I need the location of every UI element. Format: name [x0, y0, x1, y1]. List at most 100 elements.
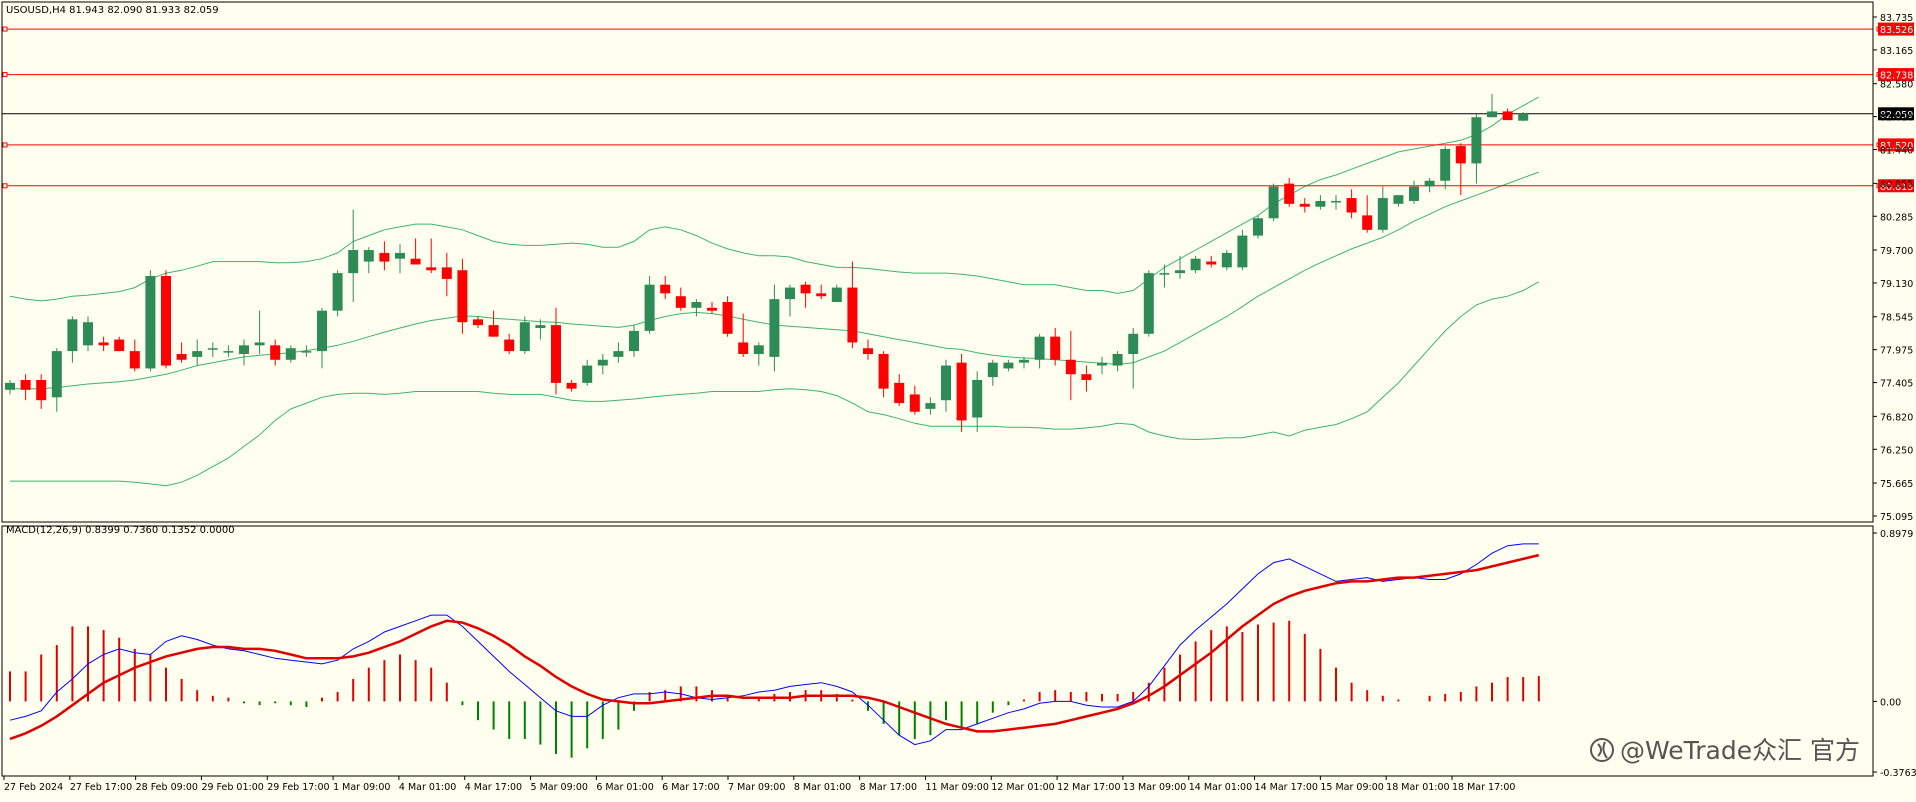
- candle-body: [972, 379, 983, 418]
- candle-body: [785, 287, 795, 300]
- candle: [1175, 255, 1185, 279]
- macd-indicator: [9, 543, 1540, 758]
- candle: [488, 310, 499, 337]
- candle: [972, 371, 983, 432]
- candle: [223, 345, 234, 357]
- candle-body: [1440, 148, 1451, 181]
- candle-body: [176, 353, 187, 360]
- candle: [1019, 356, 1029, 369]
- candle: [1409, 180, 1419, 204]
- price-tick-label: 82.580: [1880, 80, 1913, 91]
- candle-body: [1221, 252, 1232, 268]
- time-tick-label: 18 Mar 01:00: [1386, 782, 1449, 793]
- candle: [51, 348, 62, 412]
- candle-body: [457, 270, 468, 323]
- candle: [629, 325, 639, 357]
- candle: [301, 345, 312, 357]
- candle: [847, 261, 858, 349]
- level-anchor: [2, 26, 8, 32]
- candle-body: [738, 342, 749, 354]
- candle-body: [254, 342, 265, 346]
- candle-body: [270, 345, 281, 360]
- candle-body: [426, 267, 437, 271]
- time-tick-label: 18 Mar 17:00: [1452, 782, 1515, 793]
- macd-tick-label: 0.00: [1880, 697, 1901, 708]
- candle-body: [410, 258, 421, 265]
- time-tick-label: 15 Mar 09:00: [1320, 782, 1383, 793]
- candle: [67, 316, 78, 363]
- price-tick-label: 77.405: [1880, 379, 1913, 390]
- candle: [1284, 177, 1295, 207]
- candle-body: [1050, 336, 1061, 360]
- candle: [1393, 195, 1404, 207]
- candle: [1440, 146, 1451, 190]
- candle: [457, 258, 468, 334]
- level-price-label: 80.813: [1880, 182, 1913, 193]
- candle-body: [1518, 113, 1529, 121]
- main-panel-frame: [1, 1, 1874, 523]
- level-price-label: 83.526: [1880, 25, 1913, 36]
- candle: [1377, 186, 1388, 233]
- candle-body: [395, 252, 405, 259]
- time-tick-label: 7 Mar 09:00: [728, 782, 785, 793]
- level-anchor: [2, 142, 8, 148]
- candle-body: [1346, 198, 1357, 213]
- candle: [878, 351, 889, 398]
- candle: [909, 385, 920, 415]
- candle-body: [207, 348, 218, 350]
- watermark-text: @WeTrade众汇 官方: [1620, 736, 1860, 765]
- candle-body: [909, 394, 920, 412]
- candle: [145, 270, 156, 372]
- candle: [114, 336, 125, 352]
- candle: [613, 342, 624, 363]
- candle: [379, 241, 390, 271]
- bollinger-lower-line: [10, 281, 1540, 487]
- level-price-label: 82.738: [1880, 71, 1913, 82]
- price-tick-label: 82.010: [1880, 113, 1913, 124]
- candle: [863, 339, 873, 360]
- level-price-tag: [1878, 22, 1914, 36]
- time-tick-label: 28 Feb 09:00: [136, 782, 198, 793]
- candle-body: [20, 379, 31, 390]
- candle: [1268, 183, 1279, 222]
- level-price-label: 81.520: [1880, 141, 1913, 152]
- candle-body: [1409, 186, 1419, 201]
- price-tick-label: 79.130: [1880, 279, 1913, 290]
- candle-body: [847, 287, 858, 343]
- candle: [285, 345, 296, 363]
- candle-body: [660, 284, 671, 294]
- candle: [1143, 270, 1154, 337]
- candle-body: [239, 345, 249, 354]
- candle: [987, 359, 998, 386]
- candle: [1471, 114, 1482, 184]
- candle: [1502, 108, 1513, 121]
- candle-body: [707, 307, 717, 311]
- candle-body: [816, 293, 827, 297]
- candle-body: [597, 359, 608, 366]
- candle: [1221, 250, 1232, 271]
- candle: [410, 238, 421, 265]
- candle: [707, 302, 717, 314]
- candle-body: [629, 330, 639, 352]
- candle-body: [941, 365, 951, 401]
- candle-body: [1268, 186, 1279, 219]
- candle-body: [1237, 235, 1248, 268]
- candle-body: [566, 382, 577, 389]
- candle-body: [1019, 359, 1029, 363]
- watermark-logo-icon: [1590, 738, 1614, 762]
- candle-body: [1331, 200, 1341, 203]
- candle: [644, 276, 655, 334]
- time-tick-label: 4 Mar 17:00: [465, 782, 522, 793]
- candle-body: [800, 284, 811, 294]
- candle-body: [644, 284, 655, 331]
- candle: [129, 339, 140, 372]
- candle: [738, 313, 749, 357]
- level-anchor: [2, 183, 8, 189]
- candle: [1050, 328, 1061, 366]
- time-tick-label: 8 Mar 17:00: [860, 782, 917, 793]
- time-tick-label: 6 Mar 17:00: [662, 782, 719, 793]
- candle: [504, 333, 515, 354]
- candle-body: [1315, 200, 1326, 207]
- candle: [83, 316, 93, 352]
